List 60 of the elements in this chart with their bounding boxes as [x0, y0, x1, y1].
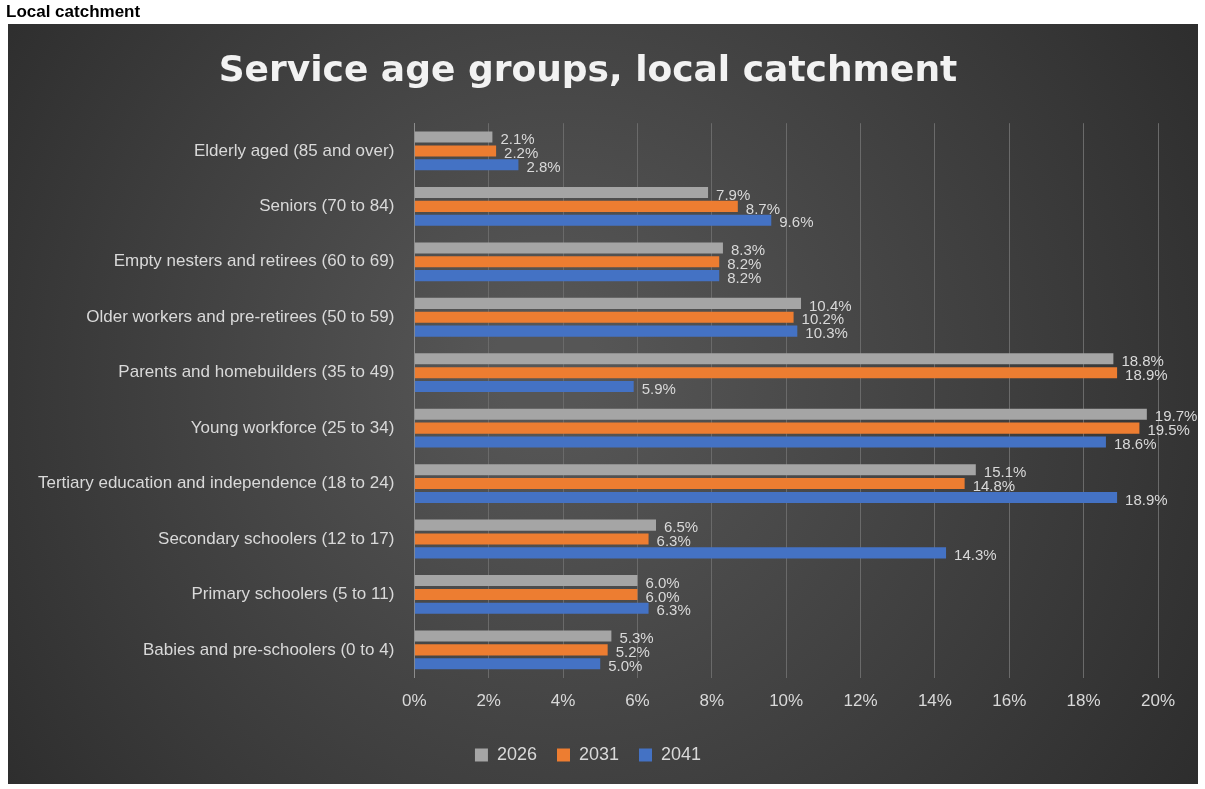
data-label: 5.9%: [641, 379, 676, 397]
bar: [414, 145, 497, 157]
bar: [414, 408, 1147, 420]
y-tick-label: Young workforce (25 to 34): [190, 417, 395, 437]
bar: [414, 214, 772, 226]
text: Local catchment: [5, 1, 142, 23]
x-tick-label: 8%: [699, 691, 725, 711]
legend-label: 2026: [496, 743, 537, 764]
y-tick-label: Secondary schoolers (12 to 17): [158, 528, 395, 548]
y-tick-label: Parents and homebuilders (35 to 49): [118, 362, 395, 382]
data-label: 18.9%: [1125, 490, 1168, 508]
data-label: 14.3%: [954, 546, 997, 563]
x-tick-label: 14%: [917, 691, 952, 711]
y-tick-label: Elderly aged (85 and over): [193, 140, 395, 160]
bar: [414, 547, 947, 559]
x-tick-label: 0%: [402, 691, 427, 711]
y-tick-label: Empty nesters and retirees (60 to 69): [113, 251, 395, 271]
bar: [414, 131, 493, 143]
bar: [414, 658, 601, 670]
chart-title: Service age groups, local catchment: [218, 47, 958, 89]
bar: [414, 644, 608, 656]
bar: [414, 478, 965, 490]
x-tick-label: 16%: [992, 691, 1027, 711]
x-tick-label: 4%: [550, 691, 576, 711]
y-tick-label: Primary schoolers (5 to 11): [191, 584, 395, 604]
bar: [414, 242, 723, 254]
x-tick-label: 6%: [625, 691, 650, 711]
bar: [414, 325, 798, 337]
y-tick-label: Babies and pre-schoolers (0 to 4): [142, 639, 395, 659]
bar: [414, 464, 976, 476]
bar: [414, 186, 709, 199]
bar: [414, 630, 612, 642]
bar: [414, 200, 738, 212]
bar: [414, 519, 656, 531]
bar: [414, 381, 634, 393]
x-tick-label: 12%: [843, 691, 878, 711]
x-tick-label: 2%: [476, 691, 501, 711]
y-tick-label: Seniors (70 to 84): [259, 196, 395, 216]
bar: [414, 159, 519, 171]
x-tick-label: 20%: [1140, 691, 1176, 711]
bar: [414, 436, 1106, 448]
bar: [414, 297, 802, 309]
y-tick-label: Tertiary education and independence (18 to 24): [37, 473, 395, 493]
x-tick-label: 18%: [1066, 691, 1101, 711]
bar: [414, 311, 794, 323]
bar: [414, 270, 720, 282]
bar: [414, 367, 1118, 379]
x-tick-label: 10%: [769, 691, 804, 711]
legend-label: 2041: [661, 743, 702, 764]
bar: [414, 491, 1118, 503]
y-tick-label: Older workers and pre-retirees (50 to 59): [86, 306, 395, 326]
data-label: 9.6%: [779, 213, 814, 231]
bar: [414, 602, 649, 614]
bar: [414, 422, 1140, 434]
legend-label: 2031: [578, 743, 620, 764]
bar: [414, 575, 638, 587]
bar: [414, 588, 638, 600]
bar: [414, 353, 1114, 365]
bar: [414, 533, 649, 545]
bar: [414, 256, 720, 268]
